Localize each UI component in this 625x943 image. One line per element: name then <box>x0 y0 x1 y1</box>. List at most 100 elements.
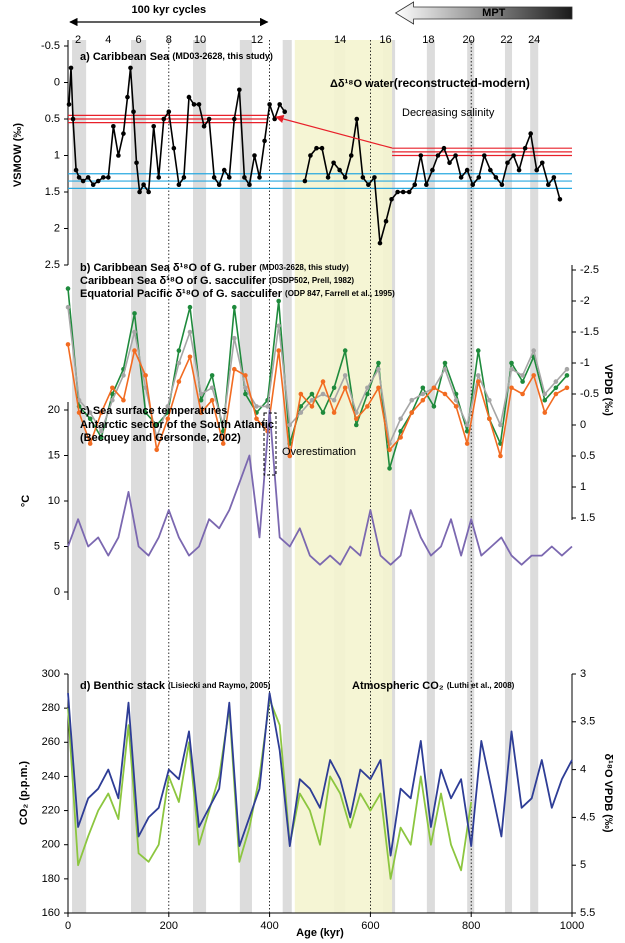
y-tick-label: 0 <box>54 76 60 88</box>
data-point <box>320 379 326 384</box>
data-point <box>298 404 304 409</box>
data-point <box>539 160 545 166</box>
data-point <box>331 160 336 166</box>
y-tick-label: 0.5 <box>580 450 595 462</box>
legend-name: Antarctic sector of the South Atlantic <box>80 419 274 431</box>
axis-label: CO₂ (p.p.m.) <box>18 761 30 825</box>
data-point <box>141 182 146 187</box>
y-tick-label: 200 <box>42 839 60 851</box>
data-point <box>302 178 308 184</box>
legend-source: (Luthi et al., 2008) <box>447 681 515 690</box>
data-point <box>430 167 435 173</box>
axis-label: VPDB (‰) <box>602 364 614 416</box>
data-point <box>542 391 548 397</box>
data-point <box>232 116 237 122</box>
data-point <box>132 311 137 316</box>
data-point <box>87 416 93 422</box>
data-point <box>366 182 371 187</box>
stage-label: 12 <box>251 34 263 46</box>
mpt-arrow <box>394 1 573 25</box>
data-point <box>395 189 400 195</box>
data-point <box>553 391 559 397</box>
data-point <box>406 189 412 195</box>
data-point <box>453 397 459 403</box>
legend-source: (Becquey and Gersonde, 2002) <box>80 432 241 444</box>
data-point <box>298 410 304 415</box>
data-point <box>320 410 326 415</box>
data-point <box>308 153 313 158</box>
data-point <box>232 366 237 372</box>
data-point <box>420 385 426 391</box>
data-point <box>447 160 452 166</box>
data-point <box>176 379 182 384</box>
data-point <box>237 87 242 93</box>
data-point <box>176 182 182 187</box>
y-tick-label: -0.5 <box>41 40 60 52</box>
glacial-band <box>426 40 435 913</box>
data-point <box>209 385 215 391</box>
data-point <box>65 304 71 310</box>
data-point <box>154 422 160 428</box>
data-point <box>337 167 342 173</box>
data-point <box>372 175 377 180</box>
data-point <box>487 397 492 403</box>
callout-arrow <box>275 114 393 149</box>
legend-name: Benthic stack <box>93 680 165 692</box>
data-point <box>95 178 101 184</box>
x-tick-label: 1000 <box>560 920 584 932</box>
data-point <box>196 102 202 107</box>
glacial-band <box>530 40 539 913</box>
callout: Overestimation <box>282 446 356 458</box>
legend-source: (DSDP502, Prell, 1982) <box>269 276 354 285</box>
data-point <box>553 385 559 391</box>
y-tick-label: 300 <box>42 668 60 680</box>
data-point <box>476 175 482 180</box>
data-point <box>209 373 215 378</box>
data-point <box>383 218 389 224</box>
data-point <box>325 175 331 180</box>
glacial-band <box>467 40 475 913</box>
x-axis-label: Age (kyr) <box>296 927 344 939</box>
data-point <box>331 397 337 403</box>
y-tick-label: -1 <box>580 357 590 369</box>
annotation-main: Δδ¹⁸O water <box>330 78 395 90</box>
data-point <box>98 410 104 415</box>
data-point <box>564 385 570 391</box>
legend-entry: b) Caribbean Sea δ¹⁸O of G. ruber (MD03-… <box>80 262 349 274</box>
data-point <box>564 366 570 372</box>
y-tick-label: 0 <box>580 419 586 431</box>
data-point <box>262 138 267 144</box>
data-point <box>511 153 516 158</box>
data-point <box>257 175 262 180</box>
data-point <box>254 416 259 422</box>
data-point <box>553 379 559 384</box>
data-point <box>400 189 406 195</box>
data-point <box>520 373 525 378</box>
data-point <box>470 182 476 187</box>
data-point <box>110 391 115 397</box>
stage-label: 20 <box>463 34 475 46</box>
stage-label: 2 <box>75 34 81 46</box>
data-point <box>87 441 93 446</box>
data-point <box>475 348 481 353</box>
data-point <box>542 397 548 403</box>
data-point <box>287 422 293 428</box>
stage-label: 6 <box>135 34 141 46</box>
data-point <box>309 391 315 397</box>
data-point <box>516 167 522 173</box>
y-tick-label: 5.5 <box>580 907 595 919</box>
mpt-interval-band <box>294 40 393 913</box>
data-point <box>243 391 248 397</box>
stage-label: 4 <box>105 34 111 46</box>
data-point <box>132 329 137 335</box>
data-point <box>546 182 551 187</box>
data-point <box>331 385 337 391</box>
data-point <box>85 175 91 180</box>
data-point <box>98 435 104 440</box>
data-point <box>211 175 217 180</box>
data-point <box>376 360 381 366</box>
data-point <box>226 175 232 180</box>
data-point <box>80 178 86 184</box>
